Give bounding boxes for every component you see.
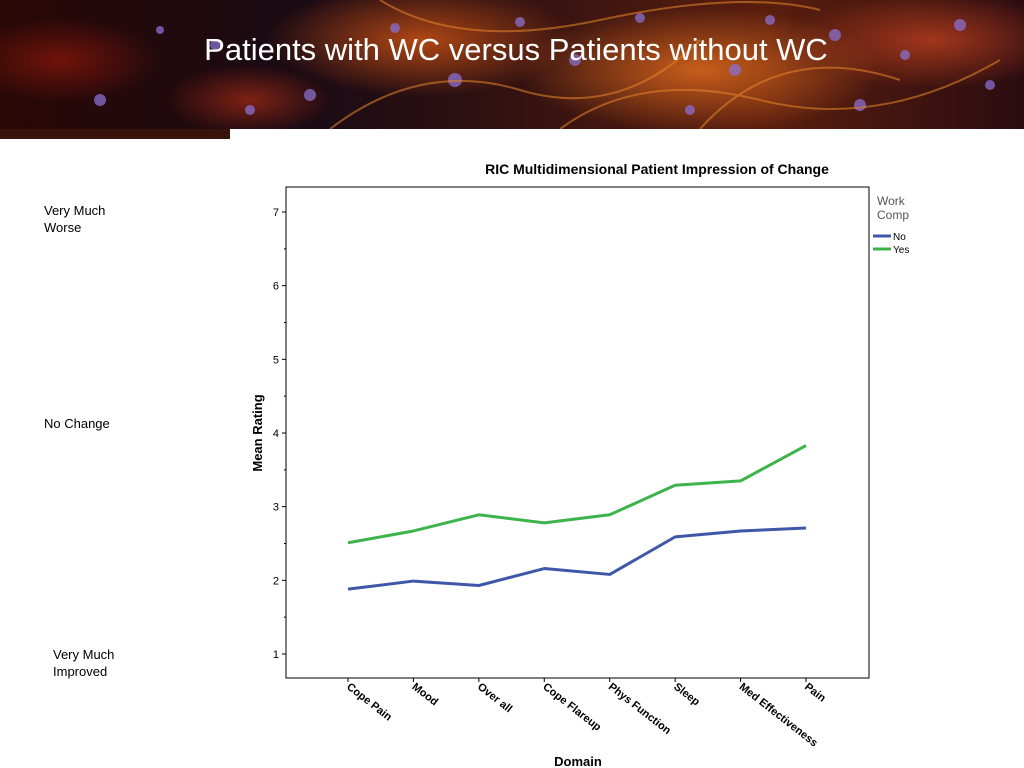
scale-label-improved-line1: Very Much	[53, 647, 115, 662]
y-tick-label: 1	[273, 649, 279, 661]
scale-label-no-change: No Change	[44, 416, 110, 431]
y-tick-label: 3	[273, 502, 279, 514]
x-category-label: Pain	[802, 681, 828, 705]
y-axis: 1 2 3 4 5 6 7	[273, 207, 286, 661]
series-line-yes	[347, 444, 807, 545]
x-axis-title: Domain	[554, 754, 602, 768]
cell-image-texture	[94, 0, 1001, 129]
y-tick-label: 7	[273, 207, 279, 219]
y-axis-title: Mean Rating	[250, 394, 265, 471]
x-category-label: Cope Pain	[344, 681, 394, 724]
scale-label-worse-line1: Very Much	[44, 203, 106, 218]
y-tick-label: 5	[273, 354, 279, 366]
scale-label-worse-line2: Worse	[44, 220, 82, 235]
header-banner-image: Patients with WC versus Patients without…	[0, 0, 1024, 129]
legend-label: Yes	[893, 245, 909, 256]
x-category-label: Cope Flareup	[540, 681, 603, 734]
legend-title-line1: Work	[877, 194, 906, 208]
banner-strip	[0, 129, 230, 139]
x-category-label: Mood	[410, 681, 440, 709]
series-line-no	[347, 526, 807, 591]
chart-title: RIC Multidimensional Patient Impression …	[485, 161, 829, 177]
scale-label-worse: Very Much Worse	[44, 202, 105, 236]
y-tick-label: 6	[273, 281, 279, 293]
legend-label: No	[893, 232, 906, 243]
x-category-label: Phys Function	[606, 681, 673, 737]
scale-label-improved-line2: Improved	[53, 664, 108, 679]
x-category-label: Over all	[475, 681, 514, 715]
x-category-label: Sleep	[671, 681, 702, 709]
x-axis: Cope Pain Mood Over all Cope Flareup Phys Fu…	[344, 678, 828, 749]
plot-frame	[285, 186, 870, 679]
legend-items: No Yes	[873, 232, 909, 256]
series-layer	[347, 444, 807, 591]
y-tick-label: 2	[273, 575, 279, 587]
slide-title: Patients with WC versus Patients without…	[204, 32, 828, 67]
y-tick-label: 4	[273, 428, 279, 440]
legend-title-line2: Comp	[877, 208, 909, 222]
scale-label-improved: Very Much Improved	[53, 646, 114, 680]
legend: Work Comp No Yes	[873, 194, 909, 256]
